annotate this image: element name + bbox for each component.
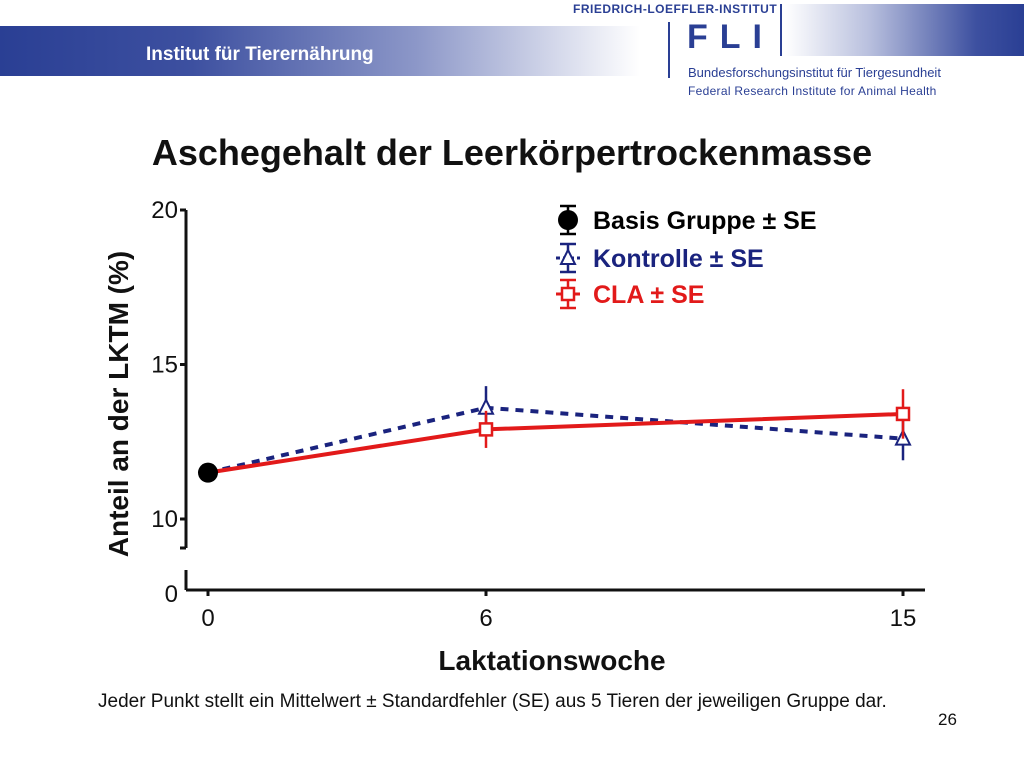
y-tick-label: 0 (165, 581, 178, 608)
x-axis-label: Laktationswoche (438, 645, 665, 676)
data-point-cla (478, 422, 494, 437)
y-tick-label: 20 (151, 197, 178, 224)
chart-axes: 0 10 15 20 0 6 15 (151, 197, 925, 632)
legend-marker-basis (558, 210, 578, 230)
legend-marker-kontrolle (559, 247, 577, 265)
fli-logo: FLI (687, 18, 774, 56)
fli-institute-name: FRIEDRICH-LOEFFLER-INSTITUT (573, 2, 778, 16)
institute-name: Institut für Tierernährung (146, 44, 374, 65)
slide-title: Aschegehalt der Leerkörpertrockenmasse (151, 132, 873, 173)
legend-label-cla: CLA ± SE (593, 281, 704, 309)
y-tick-label: 10 (151, 506, 178, 533)
fli-bar-right (780, 4, 782, 56)
legend-marker-cla (560, 286, 576, 302)
header-band-right (785, 4, 1024, 56)
data-point-cla (895, 406, 911, 422)
header-band (0, 26, 640, 76)
x-tick-label: 15 (890, 605, 917, 632)
y-tick-label: 15 (151, 352, 178, 379)
legend-label-basis: Basis Gruppe ± SE (593, 207, 817, 235)
fli-subtitle-en: Federal Research Institute for Animal He… (688, 84, 937, 98)
x-tick-label: 6 (479, 605, 492, 632)
legend-label-kontrolle: Kontrolle ± SE (593, 245, 764, 273)
fli-bar-left (668, 22, 670, 78)
footnote: Jeder Punkt stellt ein Mittelwert ± Stan… (98, 691, 887, 712)
chart-lines (207, 405, 904, 475)
x-tick-label: 0 (201, 605, 214, 632)
fli-subtitle-de: Bundesforschungsinstitut für Tiergesundh… (688, 65, 941, 80)
series-line-cla (207, 411, 904, 475)
y-axis-label: Anteil an der LKTM (%) (103, 251, 134, 557)
data-point-basis (198, 462, 218, 483)
chart-legend: Basis Gruppe ± SE Kontrolle ± SE CLA ± SE (556, 204, 817, 310)
chart-markers (198, 386, 912, 483)
page-number: 26 (938, 710, 957, 729)
